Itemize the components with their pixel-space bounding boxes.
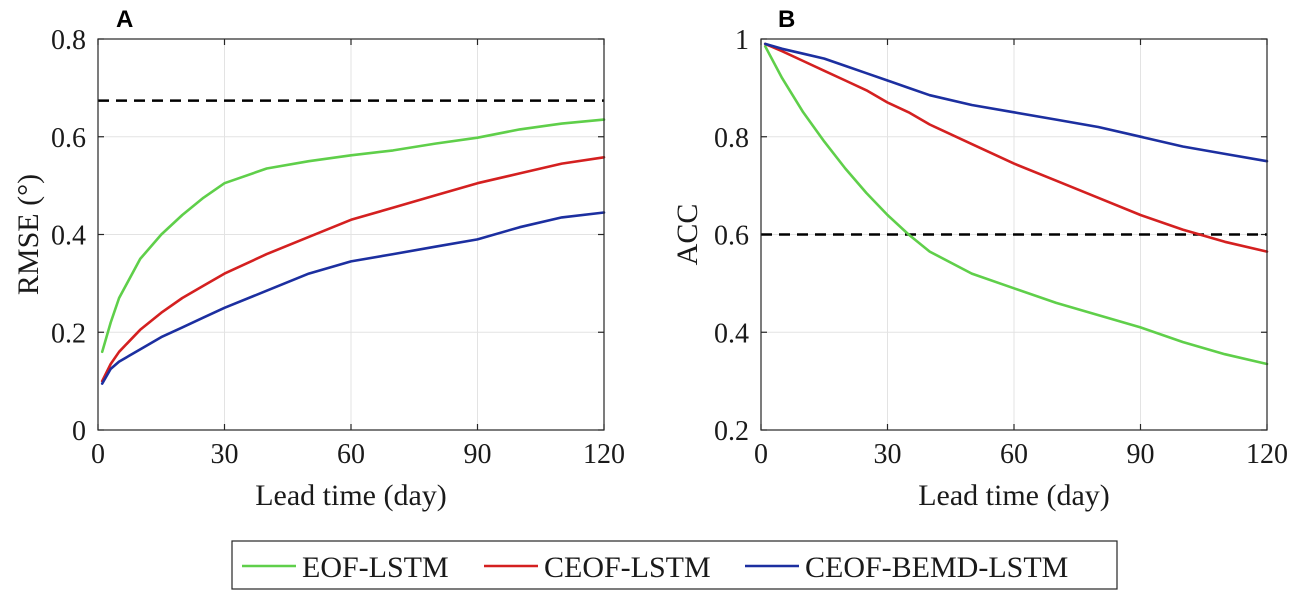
panel-a-y-tick-label: 0.2	[51, 318, 86, 349]
panel-a-y-tick-label: 0.4	[51, 221, 86, 252]
panel-b-label: B	[778, 6, 795, 33]
panel-b-series-eof-lstm	[763, 44, 1269, 366]
panel-b-y-axis-label: ACC	[671, 204, 704, 266]
panel-a: A 0 30 60 90 120 0 0.2 0.4 0.6 0.8 Lead time (day)…	[12, 6, 625, 512]
panel-b-series-ceof-lstm	[763, 42, 1269, 253]
panel-b-x-tick-label: 60	[1000, 439, 1028, 470]
panel-b-y-tick-label: 0.2	[714, 416, 749, 447]
panel-a-axes-box	[97, 38, 605, 431]
panel-b-series-ceof-bemd-lstm	[763, 42, 1269, 163]
panel-a-x-tick-label: 120	[583, 439, 625, 470]
panel-b-x-tick-label: 30	[874, 439, 902, 470]
panel-a-x-axis-label: Lead time (day)	[255, 479, 447, 512]
legend-label-eof-lstm: EOF-LSTM	[302, 551, 449, 584]
panel-a-y-tick-label: 0.6	[51, 123, 86, 154]
panel-b-y-tick-label: 0.4	[714, 318, 749, 349]
panel-b-x-tick-label: 0	[754, 439, 768, 470]
panel-a-series-eof-lstm	[100, 118, 606, 354]
panel-a-y-axis-label: RMSE (°)	[12, 174, 45, 295]
panel-b-x-tick-label: 90	[1127, 439, 1155, 470]
panel-a-x-tick-label: 90	[464, 439, 492, 470]
legend: EOF-LSTM CEOF-LSTM CEOF-BEMD-LSTM	[231, 540, 1118, 590]
panel-b-x-tick-label: 120	[1246, 439, 1288, 470]
panel-a-series-ceof-bemd-lstm	[100, 211, 606, 385]
legend-box	[231, 540, 1118, 590]
panel-a-x-tick-label: 60	[337, 439, 365, 470]
panel-a-y-tick-label: 0.8	[51, 25, 86, 56]
panel-b-y-tick-label: 1	[735, 25, 749, 56]
panel-b-axes-box	[760, 38, 1268, 431]
panel-b-x-axis-label: Lead time (day)	[918, 479, 1110, 512]
panel-b-y-tick-label: 0.8	[714, 123, 749, 154]
legend-label-ceof-bemd-lstm: CEOF-BEMD-LSTM	[805, 551, 1068, 584]
panel-b-y-tick-label: 0.6	[714, 221, 749, 252]
panel-a-label: A	[116, 6, 133, 33]
panel-a-x-tick-label: 0	[91, 439, 105, 470]
panel-a-y-tick-label: 0	[72, 416, 86, 447]
panel-a-x-tick-label: 30	[211, 439, 239, 470]
panel-a-series-ceof-lstm	[100, 156, 606, 383]
panel-b: B 0 30 60 90 120 0.2 0.4 0.6 0.8 1 Lead time (day)…	[671, 6, 1288, 512]
legend-label-ceof-lstm: CEOF-LSTM	[544, 551, 711, 584]
